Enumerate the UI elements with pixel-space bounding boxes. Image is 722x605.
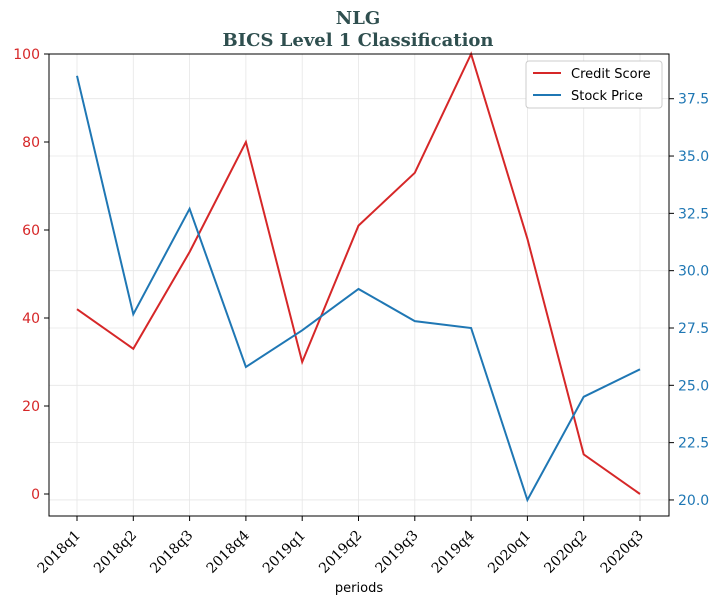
right-tick-label: 35.0 — [678, 149, 709, 165]
legend-label-credit-score: Credit Score — [571, 67, 651, 82]
left-tick-label: 20 — [22, 399, 40, 415]
x-tick-label: 2019q4 — [429, 527, 478, 576]
legend: Credit Score Stock Price — [525, 60, 663, 109]
series-line-credit-score — [76, 51, 641, 495]
left-tick-label: 100 — [13, 47, 40, 63]
grid — [49, 54, 669, 516]
x-tick-label: 2020q2 — [541, 528, 590, 577]
x-axis-label: periods — [335, 581, 383, 596]
left-tick-label: 80 — [22, 135, 40, 151]
x-tick-label: 2018q2 — [91, 528, 140, 577]
x-tick-label: 2019q2 — [316, 528, 365, 577]
right-tick-label: 27.5 — [678, 321, 709, 337]
x-tick-label: 2020q3 — [598, 528, 647, 577]
series-line-stock-price — [76, 75, 641, 503]
legend-label-stock-price: Stock Price — [571, 89, 643, 104]
right-axis: 20.0 22.5 25.0 27.5 30.0 32.5 35.0 37.5 — [669, 92, 709, 509]
right-tick-label: 20.0 — [678, 493, 709, 509]
series-layer — [76, 51, 641, 503]
x-axis: 2018q1 2018q2 2018q3 2018q4 2019q1 2019q2 2019… — [35, 516, 647, 577]
right-tick-label: 37.5 — [678, 92, 709, 108]
right-tick-label: 25.0 — [678, 378, 709, 394]
x-tick-label: 2018q4 — [204, 527, 253, 576]
chart-subtitle: BICS Level 1 Classification — [222, 30, 493, 51]
x-tick-label: 2018q1 — [35, 528, 84, 577]
left-tick-label: 60 — [22, 223, 40, 239]
x-tick-label: 2020q1 — [485, 528, 534, 577]
right-tick-label: 22.5 — [678, 436, 709, 452]
x-tick-label: 2019q3 — [372, 528, 421, 577]
x-tick-label: 2019q1 — [260, 528, 309, 577]
right-tick-label: 30.0 — [678, 264, 709, 280]
plot-frame — [48, 53, 670, 517]
left-axis: 0 20 40 60 80 100 — [13, 47, 49, 503]
left-tick-label: 0 — [31, 487, 40, 503]
x-tick-label: 2018q3 — [147, 528, 196, 577]
chart-title: NLG — [336, 8, 380, 29]
left-tick-label: 40 — [22, 311, 40, 327]
right-tick-label: 32.5 — [678, 206, 709, 222]
